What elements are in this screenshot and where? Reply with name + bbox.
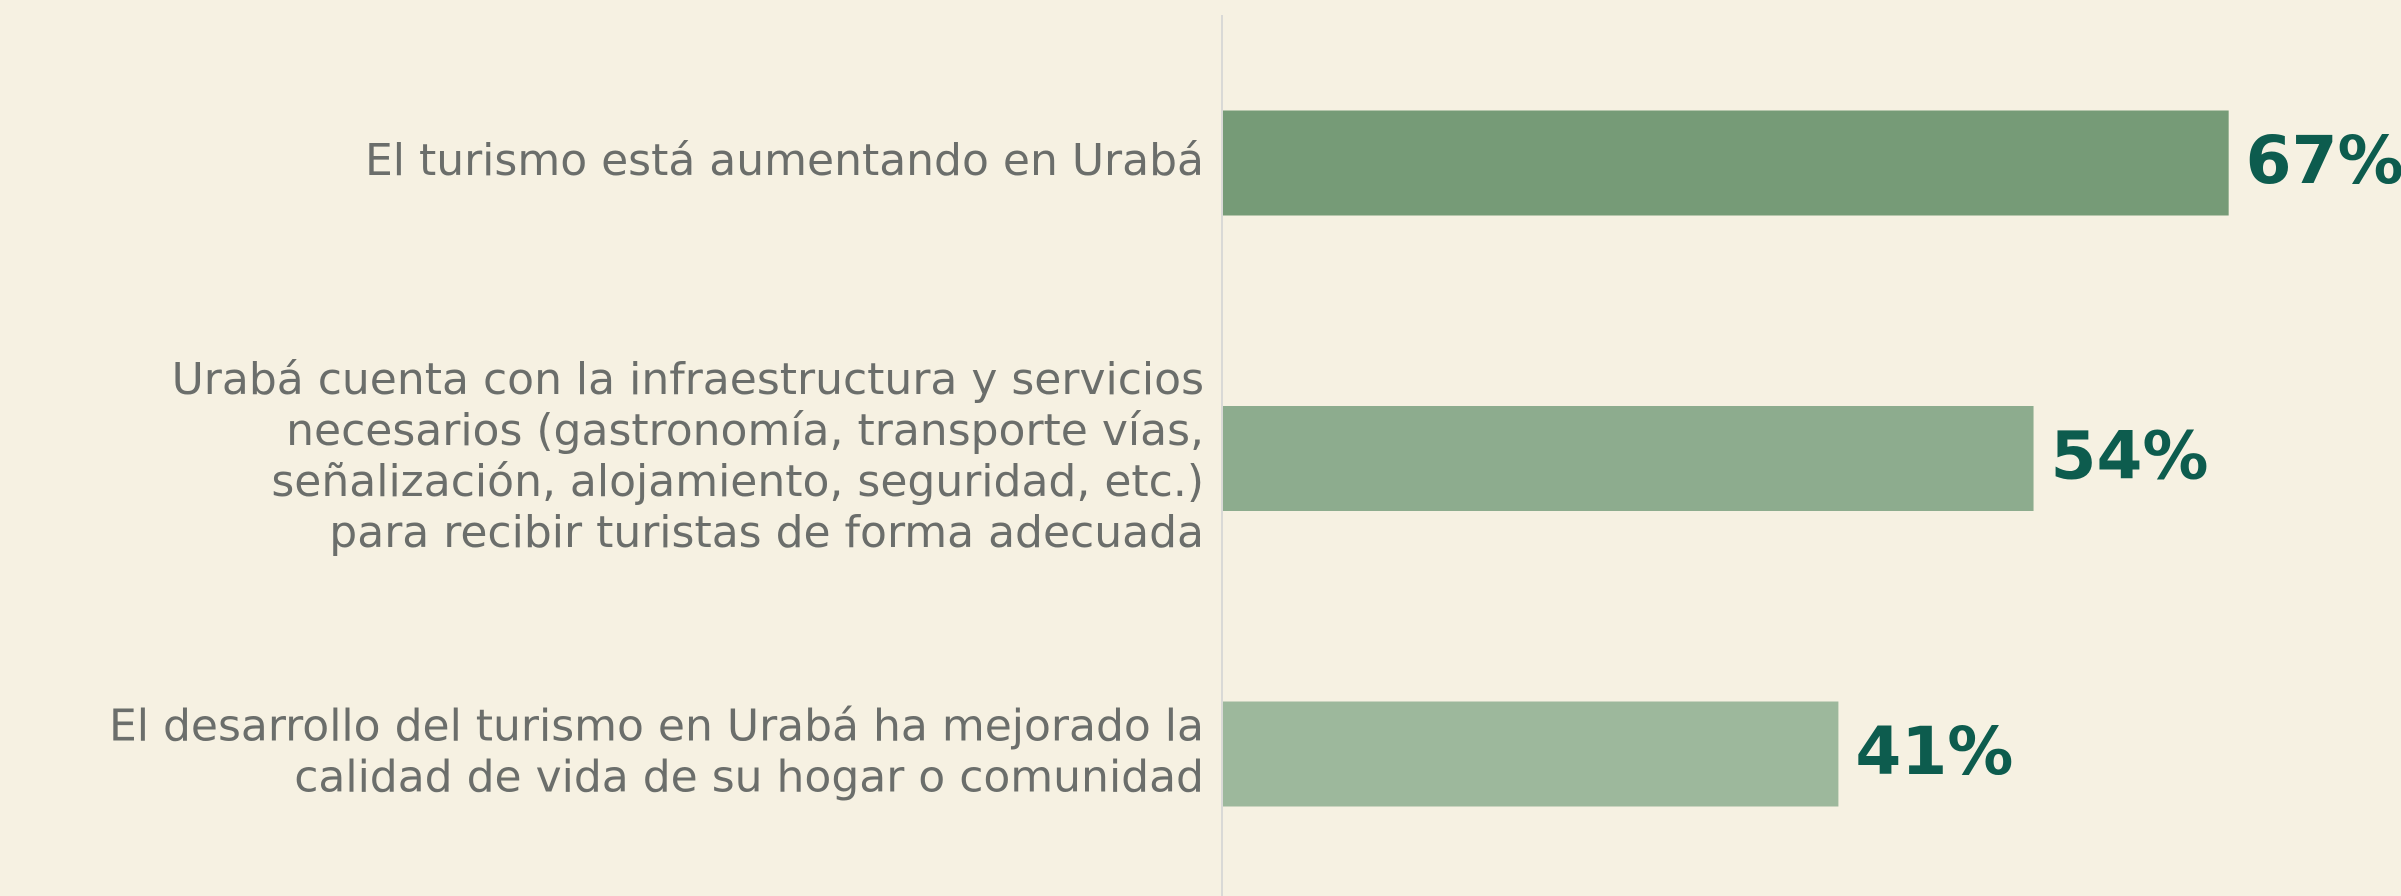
- bar: [1223, 406, 2034, 511]
- category-label: para recibir turistas de forma adecuada: [329, 507, 1204, 558]
- category-label: señalización, alojamiento, seguridad, et…: [271, 456, 1204, 507]
- value-label: 54%: [2051, 418, 2209, 495]
- category-label: El turismo está aumentando en Urabá: [365, 135, 1204, 186]
- value-label: 67%: [2246, 122, 2401, 199]
- category-label: necesarios (gastronomía, transporte vías…: [286, 405, 1204, 456]
- category-label: Urabá cuenta con la infraestructura y se…: [172, 354, 1204, 405]
- value-label: 41%: [1855, 713, 2013, 790]
- bar: [1223, 110, 2229, 216]
- category-label: El desarrollo del turismo en Urabá ha me…: [109, 701, 1204, 752]
- bar: [1223, 701, 1839, 807]
- category-label: calidad de vida de su hogar o comunidad: [294, 752, 1204, 803]
